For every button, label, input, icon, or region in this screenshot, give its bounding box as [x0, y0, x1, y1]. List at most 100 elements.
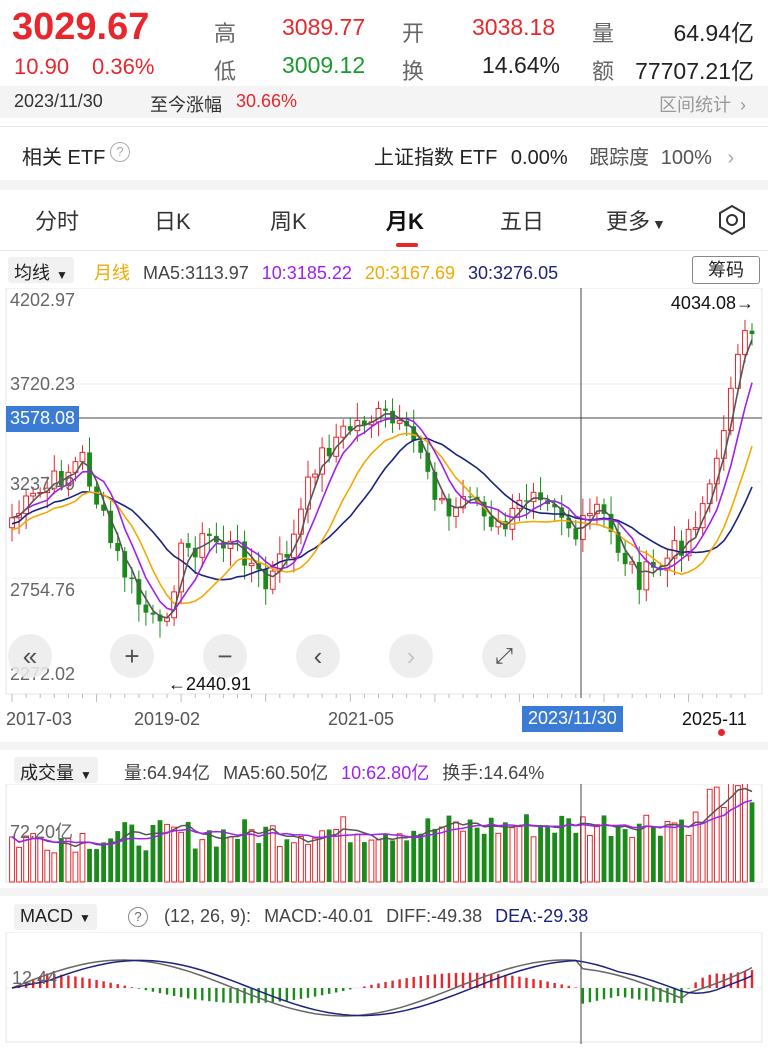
fullscreen-button[interactable]: ⤢: [482, 634, 526, 678]
volume-bar: [347, 842, 353, 882]
volume-bar: [404, 840, 410, 882]
candle: [227, 540, 234, 549]
candle: [467, 496, 473, 498]
volume-bar: [488, 817, 494, 882]
zoom-in-button[interactable]: +: [110, 634, 154, 678]
candle: [383, 408, 388, 411]
time-axis-ticks: [11, 694, 746, 702]
macd-chart[interactable]: [0, 932, 768, 1044]
etf-label: 相关 ETF: [22, 147, 106, 169]
min-price-marker: ←2440.91: [168, 674, 252, 694]
tab-more[interactable]: 更多 ▼: [606, 204, 666, 236]
period-label: 月线: [94, 263, 130, 283]
macd-selector[interactable]: MACD ▼: [14, 904, 97, 930]
time-axis-label: 2019-02: [134, 709, 201, 729]
volume-bar: [713, 786, 720, 883]
volume-axis-label: 72.20亿: [10, 822, 74, 842]
volume-bar: [58, 838, 64, 882]
volume-bar: [679, 819, 684, 882]
chevron-left-icon: ‹: [313, 640, 323, 671]
collapse-left-button[interactable]: «: [8, 634, 52, 678]
caret-down-icon: ▼: [80, 768, 92, 782]
candle: [269, 570, 276, 590]
volume-bar: [749, 802, 755, 882]
candle: [101, 504, 107, 511]
tab-intraday[interactable]: 分时: [35, 209, 80, 234]
volume-chart[interactable]: [0, 784, 768, 884]
chips-button[interactable]: 筹码: [692, 256, 760, 284]
volume-bar: [72, 851, 79, 883]
volume-bar: [235, 838, 240, 882]
volume-bar: [305, 843, 311, 883]
volume-bar: [446, 815, 452, 882]
scroll-right-button[interactable]: ›: [389, 634, 433, 678]
price-axis-label: 2754.76: [10, 580, 76, 600]
candle: [439, 497, 445, 501]
fullscreen-icon: ⤢: [495, 643, 513, 668]
time-axis-label: 2021-05: [328, 709, 395, 729]
volume-bar: [143, 850, 149, 882]
volume-bar: [516, 826, 523, 883]
volume-bar: [636, 823, 642, 882]
double-chevron-left-icon: «: [22, 640, 38, 671]
range-stats-link[interactable]: 区间统计 ›: [659, 91, 746, 117]
volume-bar: [199, 839, 206, 883]
turnover-label: 换: [402, 59, 425, 84]
candle: [361, 420, 367, 425]
vol-ma5-legend: MA5:60.50亿: [223, 763, 329, 783]
zoom-out-button[interactable]: −: [203, 634, 247, 678]
etf-link[interactable]: 上证指数 ETF 0.00% 跟踪度 100% ›: [374, 141, 734, 170]
tab-weekly-k[interactable]: 周K: [270, 209, 307, 234]
candle: [79, 451, 86, 463]
volume-bar: [368, 839, 375, 883]
candle: [692, 527, 699, 530]
candle: [396, 420, 403, 424]
latest-dot: [718, 729, 725, 736]
candle: [248, 562, 255, 567]
plus-icon: +: [124, 640, 140, 671]
period-bar: [0, 86, 768, 118]
volume-bar: [192, 848, 198, 882]
ma-selector[interactable]: 均线 ▼: [8, 257, 74, 283]
volume-bar: [643, 814, 650, 883]
candle: [30, 492, 37, 497]
volume-bar: [692, 811, 699, 883]
volume-bar: [44, 849, 51, 883]
volume-bar: [530, 836, 537, 883]
open-label: 开: [402, 21, 425, 46]
candle: [58, 471, 64, 486]
candle: [608, 513, 614, 532]
help-icon[interactable]: ?: [128, 907, 148, 927]
scroll-left-button[interactable]: ‹: [296, 634, 340, 678]
volume-selector-label: 成交量: [20, 763, 74, 783]
volume-bar: [524, 814, 529, 882]
period-date: 2023/11/30: [14, 91, 103, 111]
tab-five-day[interactable]: 五日: [500, 209, 545, 234]
tracking-value: 100%: [660, 147, 712, 169]
macd-legend: MACD:-40.01: [264, 906, 374, 926]
tab-daily-k[interactable]: 日K: [154, 209, 191, 234]
volume-bar: [439, 826, 445, 883]
candlestick-chart[interactable]: [0, 288, 768, 698]
candle: [643, 561, 650, 591]
candle: [115, 542, 121, 552]
volume-bar: [390, 840, 395, 882]
volume-selector[interactable]: 成交量 ▼: [14, 757, 98, 783]
candle: [460, 495, 466, 509]
max-price-marker: 4034.08→: [670, 293, 754, 313]
candle: [545, 500, 551, 505]
candle: [601, 504, 607, 514]
volume-bar: [375, 839, 382, 883]
tab-monthly-k[interactable]: 月K: [386, 209, 424, 234]
candle: [481, 501, 487, 517]
candle: [446, 498, 452, 517]
volume-bar: [65, 838, 72, 883]
candle: [418, 440, 424, 453]
volume-value: 64.94亿: [673, 20, 754, 46]
volume-bar: [622, 829, 628, 882]
volume-label: 量: [592, 21, 615, 46]
chevron-right-icon: ›: [406, 640, 416, 671]
settings-icon[interactable]: [716, 204, 748, 236]
help-icon[interactable]: ?: [110, 142, 130, 162]
volume-bar: [545, 827, 551, 882]
